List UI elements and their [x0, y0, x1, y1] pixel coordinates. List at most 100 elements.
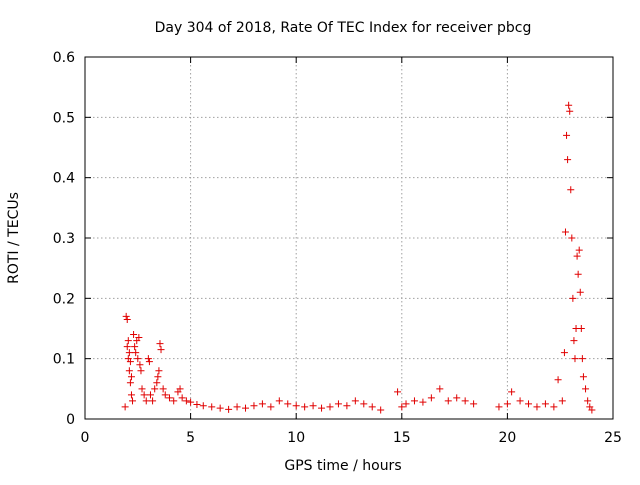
- data-point: [318, 404, 326, 412]
- data-point: [127, 391, 135, 399]
- data-point: [146, 391, 154, 399]
- data-point: [242, 404, 250, 412]
- data-point: [575, 246, 583, 254]
- data-point: [565, 101, 573, 109]
- data-point: [444, 397, 452, 405]
- data-point: [334, 400, 342, 408]
- data-point: [123, 343, 131, 351]
- y-tick-label: 0.2: [53, 291, 75, 307]
- y-tick-label: 0.4: [53, 171, 75, 187]
- data-point: [129, 397, 137, 405]
- data-point: [138, 385, 146, 393]
- data-point: [126, 379, 134, 387]
- data-point: [584, 397, 592, 405]
- data-point: [436, 385, 444, 393]
- x-tick-label: 10: [287, 430, 305, 446]
- y-axis-label: ROTI / TECUs: [6, 192, 22, 284]
- data-point: [284, 400, 292, 408]
- data-point: [576, 288, 584, 296]
- data-point: [570, 337, 578, 345]
- y-tick-label: 0.5: [53, 110, 75, 126]
- data-point: [258, 400, 266, 408]
- data-point: [561, 228, 569, 236]
- data-point: [508, 388, 516, 396]
- axis-ticks: 0 5 10 15 20 25 0 0.1 0.2 0.3 0.4 0.5 0.6: [53, 50, 622, 446]
- data-point: [377, 406, 385, 414]
- data-point: [495, 403, 503, 411]
- data-point: [125, 349, 133, 357]
- data-point: [125, 367, 133, 375]
- data-point: [250, 402, 258, 410]
- data-point: [132, 349, 140, 357]
- data-point: [153, 379, 161, 387]
- data-point: [554, 376, 562, 384]
- data-points: [121, 101, 596, 414]
- data-point: [569, 294, 577, 302]
- data-point: [155, 367, 163, 375]
- data-point: [161, 391, 169, 399]
- data-point: [558, 397, 566, 405]
- data-point: [525, 400, 533, 408]
- data-point: [516, 397, 524, 405]
- data-point: [137, 367, 145, 375]
- y-tick-label: 0.3: [53, 231, 75, 247]
- x-tick-label: 15: [393, 430, 411, 446]
- data-point: [588, 406, 596, 414]
- x-tick-label: 25: [604, 430, 622, 446]
- data-point: [503, 400, 511, 408]
- data-point: [182, 397, 190, 405]
- data-point: [135, 334, 143, 342]
- data-point: [567, 186, 575, 194]
- y-tick-label: 0.1: [53, 352, 75, 368]
- data-point: [122, 312, 130, 320]
- data-point: [154, 373, 162, 381]
- data-point: [208, 403, 216, 411]
- data-point: [142, 397, 150, 405]
- data-point: [410, 397, 418, 405]
- data-point: [187, 398, 195, 406]
- data-point: [127, 373, 135, 381]
- data-point: [470, 400, 478, 408]
- data-point: [563, 131, 571, 139]
- y-tick-label: 0: [66, 412, 75, 428]
- data-point: [176, 385, 184, 393]
- data-point: [550, 403, 558, 411]
- data-point: [275, 397, 283, 405]
- data-point: [574, 270, 582, 278]
- data-point: [394, 388, 402, 396]
- data-point: [159, 385, 167, 393]
- data-point: [419, 398, 427, 406]
- data-point: [368, 403, 376, 411]
- data-point: [351, 397, 359, 405]
- data-point: [156, 340, 164, 348]
- data-point: [292, 402, 300, 410]
- data-point: [427, 394, 435, 402]
- data-point: [170, 397, 178, 405]
- data-point: [564, 156, 572, 164]
- data-point: [216, 404, 224, 412]
- data-point: [571, 355, 579, 363]
- data-point: [343, 402, 351, 410]
- y-tick-label: 0.6: [53, 50, 75, 66]
- data-point: [566, 107, 574, 115]
- data-point: [326, 403, 334, 411]
- data-point: [165, 394, 173, 402]
- data-point: [568, 234, 576, 242]
- data-point: [461, 397, 469, 405]
- data-point: [577, 325, 585, 332]
- data-point: [126, 358, 134, 366]
- data-point: [533, 403, 541, 411]
- data-point: [453, 394, 461, 402]
- data-point: [130, 331, 138, 339]
- data-point: [145, 358, 153, 366]
- data-point: [573, 252, 581, 260]
- data-point: [123, 315, 131, 323]
- data-point: [149, 397, 157, 405]
- data-point: [402, 400, 410, 408]
- data-point: [579, 373, 587, 381]
- data-point: [309, 402, 317, 410]
- data-point: [131, 343, 139, 351]
- data-point: [301, 403, 309, 411]
- data-point: [124, 337, 132, 345]
